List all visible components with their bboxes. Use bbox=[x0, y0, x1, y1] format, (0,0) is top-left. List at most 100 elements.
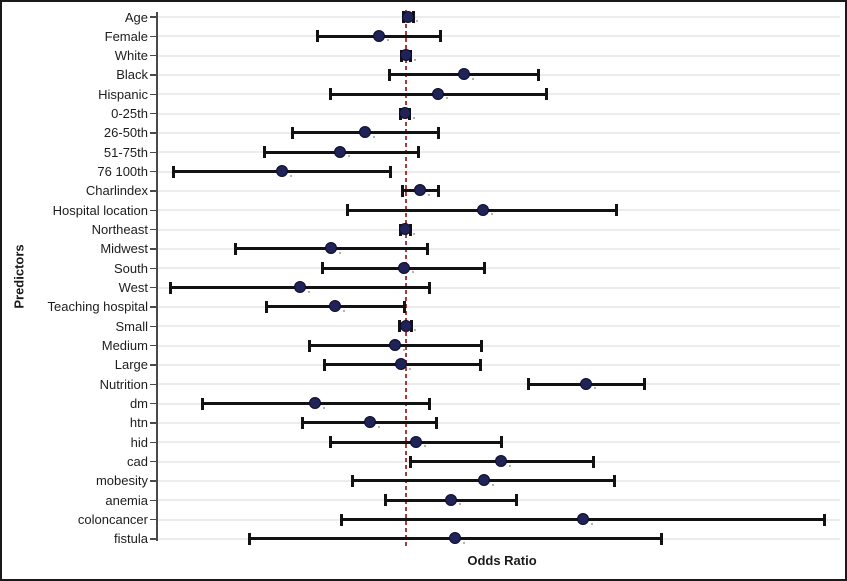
ci-cap-low bbox=[401, 184, 404, 197]
point-marker bbox=[399, 319, 412, 332]
axis-tick bbox=[150, 112, 157, 115]
row-label: 51-75th bbox=[103, 144, 148, 160]
point-marker bbox=[399, 49, 412, 62]
row-label: dm bbox=[129, 396, 148, 412]
point-marker bbox=[477, 474, 490, 487]
ci-cap-high bbox=[439, 30, 442, 43]
gridline bbox=[158, 402, 840, 405]
ci-cap-low bbox=[351, 474, 354, 487]
row-label: mobesity bbox=[95, 473, 148, 489]
ci-cap-high bbox=[412, 11, 415, 23]
marker-speck bbox=[409, 367, 411, 370]
axis-tick bbox=[150, 383, 157, 386]
axis-tick bbox=[150, 93, 157, 96]
ci-cap-high bbox=[428, 281, 431, 294]
axis-tick bbox=[150, 286, 157, 289]
ci-cap-high bbox=[435, 416, 438, 429]
ci-cap-high bbox=[417, 146, 420, 159]
marker-speck bbox=[403, 348, 405, 351]
ci-cap-high bbox=[437, 126, 440, 139]
axis-tick bbox=[150, 170, 157, 173]
ci-cap-high bbox=[480, 339, 483, 352]
point-marker bbox=[363, 416, 376, 429]
axis-tick bbox=[150, 402, 157, 405]
marker-speck bbox=[373, 135, 375, 138]
point-marker bbox=[275, 165, 288, 178]
marker-speck bbox=[414, 329, 416, 332]
marker-speck bbox=[509, 464, 511, 467]
marker-speck bbox=[290, 174, 292, 177]
gridline bbox=[158, 170, 840, 173]
marker-speck bbox=[594, 387, 596, 390]
ci-cap-high bbox=[409, 223, 412, 236]
marker-speck bbox=[463, 541, 465, 544]
axis-tick bbox=[150, 132, 157, 134]
axis-tick bbox=[150, 248, 157, 250]
y-axis-line bbox=[156, 12, 158, 541]
marker-speck bbox=[413, 232, 415, 235]
point-marker bbox=[398, 223, 411, 236]
ci-cap-low bbox=[301, 416, 304, 429]
gridline bbox=[158, 54, 840, 57]
ci-cap-high bbox=[483, 262, 486, 275]
gridline bbox=[158, 344, 840, 347]
point-marker bbox=[333, 145, 346, 158]
axis-tick bbox=[150, 228, 157, 231]
gridline bbox=[158, 189, 840, 192]
point-marker bbox=[431, 87, 444, 100]
axis-tick bbox=[150, 344, 157, 347]
ci-cap-low bbox=[263, 146, 266, 159]
marker-speck bbox=[323, 406, 325, 409]
ci-cap-low bbox=[172, 165, 175, 178]
ci-cap-low bbox=[321, 262, 324, 275]
ci-cap-low bbox=[527, 378, 530, 391]
row-label: 0-25th bbox=[111, 106, 148, 122]
marker-speck bbox=[459, 503, 461, 506]
gridline bbox=[158, 286, 840, 289]
point-marker bbox=[394, 358, 407, 371]
marker-speck bbox=[491, 213, 493, 216]
gridline bbox=[158, 421, 840, 424]
ci-cap-high bbox=[426, 242, 429, 255]
marker-speck bbox=[416, 20, 418, 22]
gridline bbox=[158, 325, 840, 328]
gridline bbox=[158, 305, 840, 308]
axis-tick bbox=[150, 422, 157, 424]
row-label: fistula bbox=[114, 531, 148, 547]
x-axis-title: Odds Ratio bbox=[467, 553, 537, 568]
ci-cap-low bbox=[329, 88, 332, 101]
marker-speck bbox=[591, 522, 593, 525]
row-label: htn bbox=[129, 415, 148, 431]
reference-line bbox=[405, 10, 407, 548]
ci-cap-high bbox=[823, 513, 826, 526]
marker-speck bbox=[412, 271, 414, 274]
axis-tick bbox=[150, 325, 157, 328]
point-marker bbox=[494, 455, 507, 468]
ci-cap-high bbox=[389, 165, 392, 178]
ci-cap-low bbox=[388, 68, 391, 81]
axis-tick bbox=[150, 538, 157, 540]
point-marker bbox=[476, 203, 489, 216]
row-label: anemia bbox=[105, 492, 148, 508]
axis-tick bbox=[150, 151, 157, 154]
gridline bbox=[158, 16, 840, 18]
ci-cap-low bbox=[409, 455, 412, 468]
ci-cap-low bbox=[265, 300, 268, 313]
row-label: hid bbox=[130, 434, 148, 450]
ci-cap-high bbox=[545, 88, 548, 101]
axis-tick bbox=[150, 16, 157, 18]
marker-speck bbox=[339, 251, 341, 254]
ci-cap-high bbox=[410, 320, 413, 333]
gridline bbox=[158, 35, 840, 38]
ci-cap-low bbox=[316, 30, 319, 43]
point-marker bbox=[397, 261, 410, 274]
ci-cap-low bbox=[346, 204, 349, 217]
ci-cap-low bbox=[323, 358, 326, 371]
axis-tick bbox=[150, 35, 157, 38]
ci-cap-high bbox=[500, 436, 503, 449]
ci-cap-high bbox=[643, 378, 646, 391]
ci-cap-low bbox=[201, 397, 204, 410]
point-marker bbox=[388, 339, 401, 352]
axis-tick bbox=[150, 364, 157, 366]
